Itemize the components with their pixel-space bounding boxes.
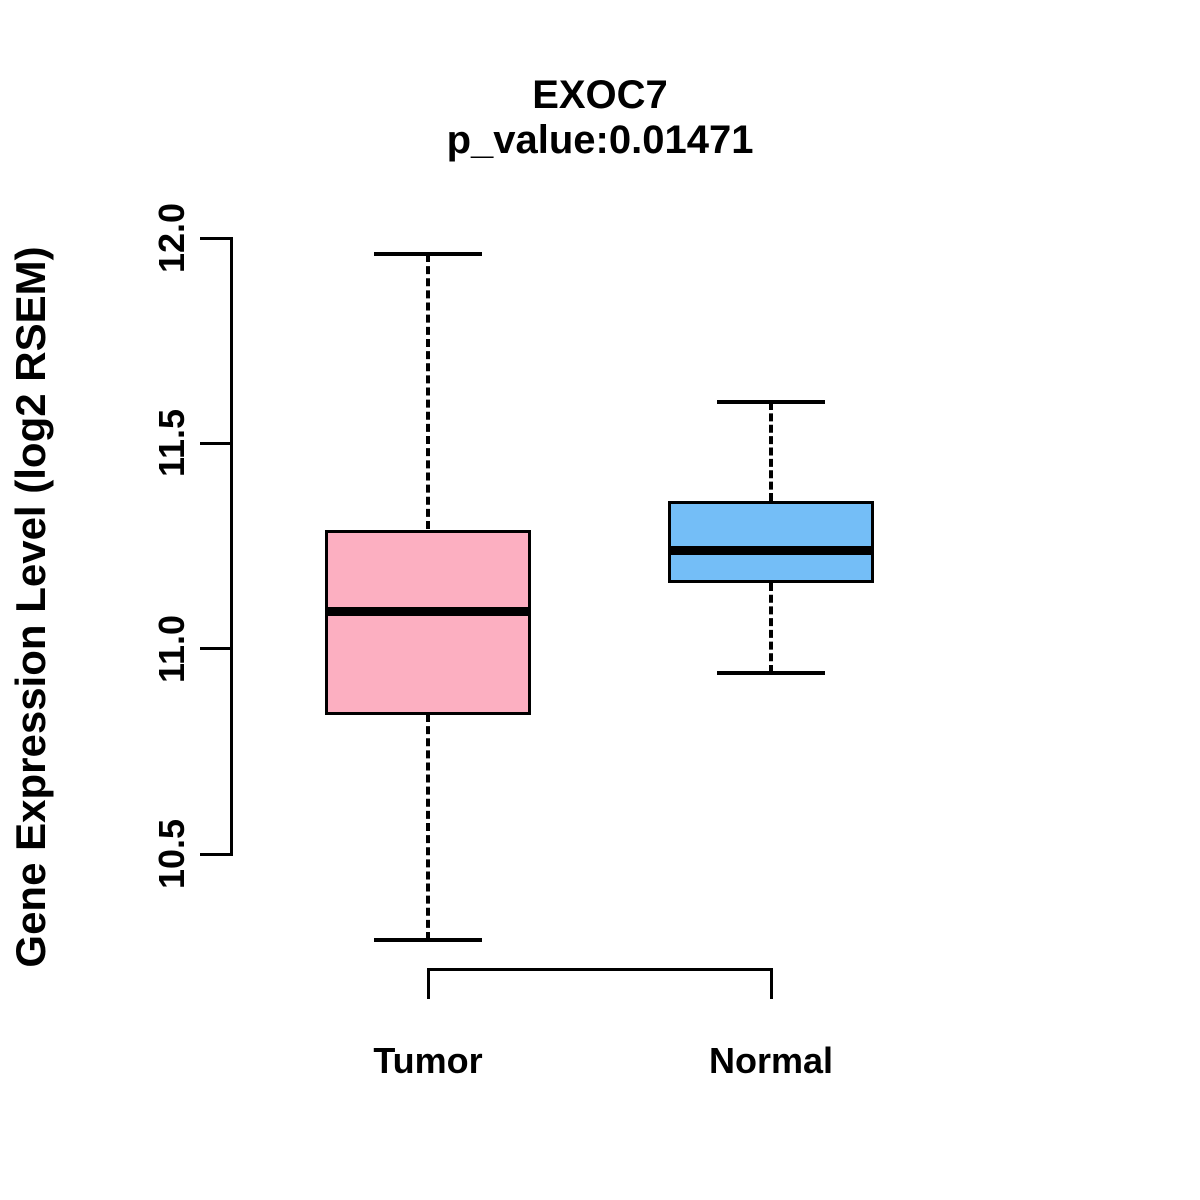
y-tick-mark — [200, 647, 230, 650]
chart-subtitle: p_value:0.01471 — [446, 118, 754, 162]
upper-whisker-cap — [374, 252, 482, 256]
y-tick-label: 10.5 — [151, 818, 192, 890]
chart-title: EXOC7 — [532, 73, 668, 117]
y-tick-label: 11.0 — [151, 614, 192, 684]
box-normal — [668, 501, 874, 583]
y-axis-line — [230, 237, 233, 856]
category-label-tumor: Tumor — [373, 1040, 483, 1081]
upper-whisker — [769, 402, 773, 501]
median-line — [325, 607, 531, 616]
lower-whisker — [769, 583, 773, 673]
category-label-normal: Normal — [708, 1040, 834, 1081]
x-tick-mark — [770, 968, 773, 999]
upper-whisker — [426, 254, 430, 529]
box-tumor — [325, 530, 531, 715]
upper-whisker-cap — [717, 400, 825, 404]
y-tick-mark — [200, 237, 230, 240]
x-tick-mark — [427, 968, 430, 999]
x-axis-line — [427, 968, 773, 971]
y-tick-mark — [200, 853, 230, 856]
y-axis-label: Gene Expression Level (log2 RSEM) — [7, 246, 54, 968]
lower-whisker — [426, 714, 430, 940]
lower-whisker-cap — [717, 671, 825, 675]
lower-whisker-cap — [374, 938, 482, 942]
median-line — [668, 546, 874, 555]
y-tick-label: 12.0 — [151, 202, 192, 274]
y-tick-mark — [200, 442, 230, 445]
y-tick-label: 11.5 — [151, 408, 192, 478]
